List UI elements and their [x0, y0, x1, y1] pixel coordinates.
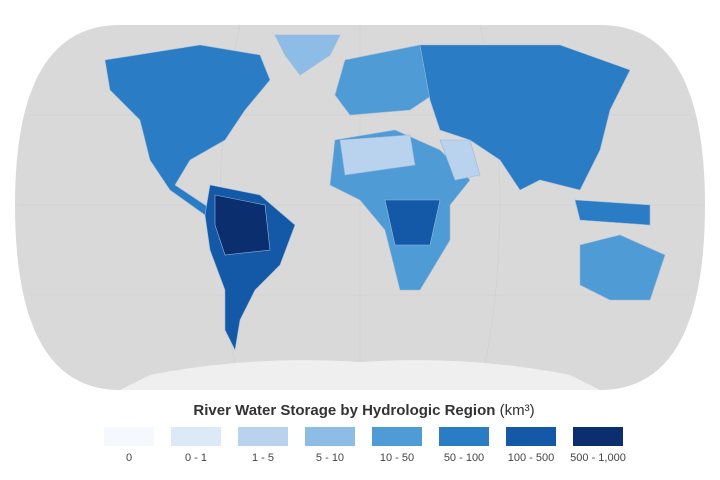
legend-label: 0 - 1: [185, 452, 207, 464]
australia: [579, 234, 666, 301]
legend-title: River Water Storage by Hydrologic Region…: [193, 402, 534, 419]
asia: [419, 44, 631, 191]
legend-label: 0: [126, 452, 132, 464]
legend-swatch: [171, 427, 221, 446]
sahara: [339, 134, 416, 176]
north-america: [104, 44, 271, 216]
legend-label: 5 - 10: [316, 452, 344, 464]
legend-swatch: [573, 427, 623, 446]
legend-unit: (km³): [500, 402, 535, 419]
congo-basin: [384, 199, 441, 246]
legend-label: 500 - 1,000: [570, 452, 626, 464]
legend-swatch: [439, 427, 489, 446]
arabia: [439, 139, 481, 181]
antarctica: [120, 360, 600, 390]
legend: 0 0 - 1 1 - 5 5 - 10 10 - 50 50 - 100 100 - 50…: [104, 427, 626, 464]
legend-label: 10 - 50: [380, 452, 414, 464]
legend-swatch: [238, 427, 288, 446]
legend-swatch: [305, 427, 355, 446]
legend-label: 100 - 500: [508, 452, 554, 464]
indonesia: [574, 199, 651, 226]
greenland: [274, 34, 341, 76]
legend-swatch: [372, 427, 422, 446]
legend-label: 50 - 100: [444, 452, 484, 464]
legend-swatch: [506, 427, 556, 446]
legend-label: 1 - 5: [252, 452, 274, 464]
continents: [104, 34, 666, 351]
legend-swatch: [104, 427, 154, 446]
legend-title-text: River Water Storage by Hydrologic Region: [193, 402, 495, 419]
amazon-basin: [214, 194, 271, 256]
